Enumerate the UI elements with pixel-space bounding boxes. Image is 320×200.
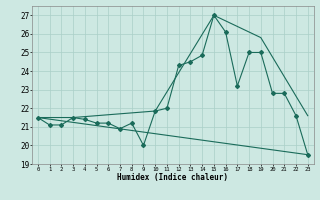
X-axis label: Humidex (Indice chaleur): Humidex (Indice chaleur) (117, 173, 228, 182)
